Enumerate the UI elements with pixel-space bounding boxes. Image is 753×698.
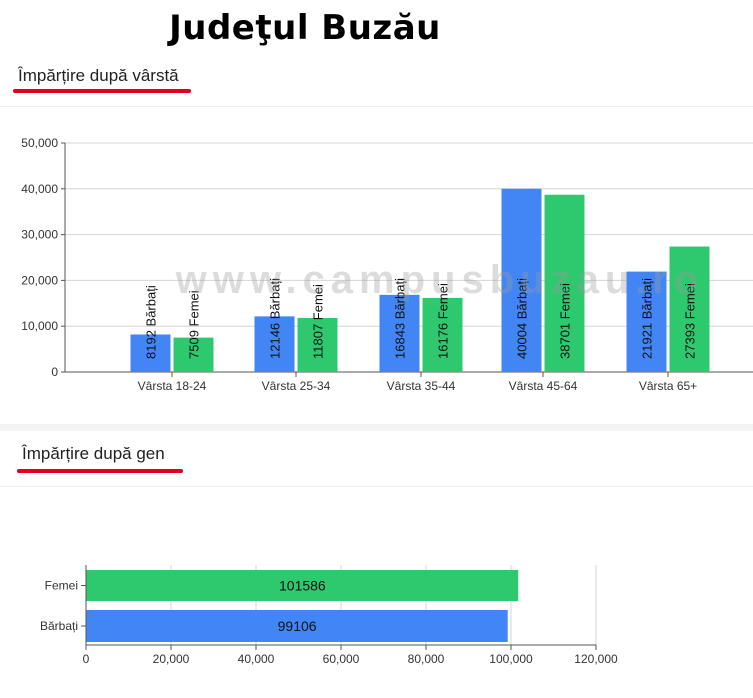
bar-value-label: 40004 Bărbați (515, 278, 530, 359)
y-tick-label: 20,000 (21, 273, 58, 287)
bar-men (501, 188, 542, 372)
bar-men (626, 271, 667, 372)
y-tick-label: 40,000 (21, 182, 58, 196)
bar-value-label: 99106 (278, 618, 317, 634)
bar-men (254, 316, 295, 372)
y-tick-label: Bărbați (40, 619, 78, 633)
x-tick-label: 120,000 (574, 652, 618, 666)
bar-value-label: 38701 Femei (558, 283, 573, 359)
bar-value-label: 8192 Bărbați (144, 285, 159, 359)
x-tick-label: 60,000 (323, 652, 360, 666)
x-tick-label: Vârsta 45-64 (509, 379, 578, 393)
y-tick-label: 0 (51, 365, 58, 379)
bar-value-label: 7509 Femei (187, 290, 202, 359)
bar-women (422, 297, 463, 372)
y-tick-label: 10,000 (21, 319, 58, 333)
bar-men (130, 334, 171, 372)
bar-value-label: 12146 Bărbați (268, 278, 283, 359)
age-chart: 0 10,000 20,000 30,000 40,000 50,000 Vârsta 18… (21, 136, 753, 393)
x-tick-label: 0 (83, 652, 90, 666)
watermark: www.campusbuzau.ro (175, 258, 705, 302)
x-tick-label: 100,000 (489, 652, 533, 666)
bar-men-total (86, 610, 508, 642)
bar-women (669, 246, 710, 372)
y-tick-label: 50,000 (21, 136, 58, 150)
x-tick-label: 40,000 (238, 652, 275, 666)
age-heading-underline (13, 89, 191, 93)
bar-women-total (86, 570, 519, 601)
section-gap (0, 424, 753, 431)
age-section-heading: Împărțire după vârstă (18, 66, 179, 85)
x-tick-label: Vârsta 25-34 (262, 379, 331, 393)
bar-value-label: 101586 (279, 578, 326, 594)
age-section-separator (0, 106, 753, 107)
bar-value-label: 11807 Femei (311, 284, 326, 359)
gender-section-heading: Împărțire după gen (22, 444, 165, 463)
x-tick-label: Vârsta 18-24 (138, 379, 207, 393)
bar-value-label: 16176 Femei (436, 283, 451, 359)
x-tick-label: Vârsta 65+ (639, 379, 697, 393)
gender-section-separator (0, 486, 753, 487)
x-tick-label: 20,000 (153, 652, 190, 666)
x-tick-label: Vârsta 35-44 (387, 379, 456, 393)
y-tick-label: Femei (45, 579, 78, 593)
bar-women (173, 337, 214, 372)
bar-women (544, 194, 585, 372)
page-title: Judeţul Buzău (169, 8, 441, 48)
bar-value-label: 27393 Femei (683, 283, 698, 359)
bar-men (379, 294, 420, 372)
bar-value-label: 16843 Bărbați (393, 278, 408, 359)
bar-value-label: 21921 Bărbați (640, 278, 655, 359)
x-tick-label: 80,000 (408, 652, 445, 666)
gender-heading-underline (17, 469, 183, 473)
y-tick-label: 30,000 (21, 228, 58, 242)
bar-women (297, 317, 338, 372)
